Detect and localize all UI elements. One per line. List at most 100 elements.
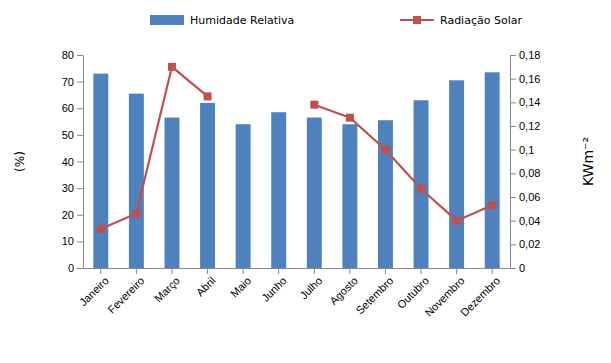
legend: Humidade Relativa Radiação Solar (150, 14, 522, 27)
bar (307, 118, 322, 268)
bar (93, 74, 108, 268)
marker (417, 185, 425, 193)
axis-line (84, 268, 511, 269)
tick-mark (510, 55, 516, 56)
legend-item: Radiação Solar (400, 14, 522, 27)
tick-label: Agosto (327, 274, 360, 307)
marker (204, 92, 212, 100)
tick: Junho (259, 268, 289, 304)
plot-area: 0102030405060708000,020,040,060,080,10,1… (62, 49, 541, 319)
marks (93, 63, 499, 268)
tick-label: Março (152, 274, 182, 304)
tick: 0,14 (510, 96, 540, 108)
legend-item: Humidade Relativa (150, 14, 294, 27)
tick-label: 0,04 (519, 215, 540, 227)
marker (310, 101, 318, 109)
bar (164, 118, 179, 268)
tick-label: Janeiro (77, 274, 111, 308)
tick-label: 0,06 (519, 191, 540, 203)
axis-line (510, 56, 511, 269)
bar (342, 124, 357, 268)
tick-label: 0 (519, 262, 525, 274)
tick-mark (77, 82, 83, 83)
tick-mark (385, 268, 386, 274)
tick: 70 (62, 76, 83, 88)
tick: 0,08 (510, 167, 540, 179)
tick: 0,1 (510, 144, 534, 156)
tick-mark (77, 55, 83, 56)
tick-label: 0 (68, 262, 74, 274)
tick: Agosto (327, 268, 360, 307)
tick-mark (171, 268, 172, 274)
y-axis: 01020304050607080 (62, 49, 84, 274)
marker (97, 225, 105, 233)
tick-mark (510, 197, 516, 198)
tick-mark (510, 126, 516, 127)
tick-label: 0,1 (519, 144, 534, 156)
y2-axis: 00,020,040,060,080,10,120,140,160,18 (510, 49, 540, 274)
tick-label: 30 (62, 182, 74, 194)
tick-mark (136, 268, 137, 274)
tick: 30 (62, 182, 83, 194)
bar (200, 103, 215, 268)
bar (449, 80, 464, 268)
tick-label: 10 (62, 235, 74, 247)
tick-mark (77, 188, 83, 189)
tick-label: 70 (62, 76, 74, 88)
tick: 0,02 (510, 238, 540, 250)
marker (168, 63, 176, 71)
tick-label: 50 (62, 129, 74, 141)
tick-label: Junho (259, 274, 289, 304)
tick: Setembro (353, 268, 395, 317)
tick-label: Setembro (353, 274, 395, 316)
tick-label: 20 (62, 209, 74, 221)
tick-label: Maio (228, 274, 253, 299)
tick-mark (77, 162, 83, 163)
tick-mark (510, 268, 516, 269)
tick-mark (278, 268, 279, 274)
tick: Fevereiro (105, 268, 146, 316)
tick-label: 0,12 (519, 120, 540, 132)
tick-mark (510, 244, 516, 245)
tick-mark (456, 268, 457, 274)
tick-label: 0,08 (519, 167, 540, 179)
bar (485, 72, 500, 268)
tick: 10 (62, 235, 83, 247)
tick-label: 0,14 (519, 96, 540, 108)
tick-mark (492, 268, 493, 274)
tick-label: Dezembro (458, 274, 502, 318)
tick-label: Fevereiro (105, 274, 146, 315)
tick: 0,12 (510, 120, 540, 132)
tick-mark (510, 221, 516, 222)
marker (453, 217, 461, 225)
tick-mark (77, 268, 83, 269)
tick-mark (421, 268, 422, 274)
bar (378, 120, 393, 268)
tick-label: 60 (62, 102, 74, 114)
tick: 0,04 (510, 215, 540, 227)
tick-label: 80 (62, 49, 74, 61)
bar (129, 94, 144, 268)
tick-label: 0,16 (519, 73, 540, 85)
legend-swatch (150, 15, 184, 25)
x-axis: JaneiroFevereiroMarço Abril MaioJunho Julho… (77, 268, 511, 319)
tick: Julho (297, 268, 324, 301)
tick: 50 (62, 129, 83, 141)
marker (488, 201, 496, 209)
tick: Janeiro (77, 268, 111, 308)
chart-svg: 0102030405060708000,020,040,060,080,10,1… (0, 0, 611, 363)
tick-mark (77, 108, 83, 109)
tick-label: Abril (194, 274, 218, 298)
tick-mark (314, 268, 315, 274)
tick-mark (510, 150, 516, 151)
tick: Dezembro (458, 268, 502, 319)
y2-axis-title: KWm⁻² (580, 137, 596, 186)
tick: Outubro (395, 268, 432, 311)
legend-marker (413, 16, 421, 24)
y-axis-title: (%) (13, 151, 27, 172)
marker (381, 146, 389, 154)
marker (346, 114, 354, 122)
tick-mark (510, 79, 516, 80)
tick-mark (77, 215, 83, 216)
axis-line (83, 56, 84, 269)
